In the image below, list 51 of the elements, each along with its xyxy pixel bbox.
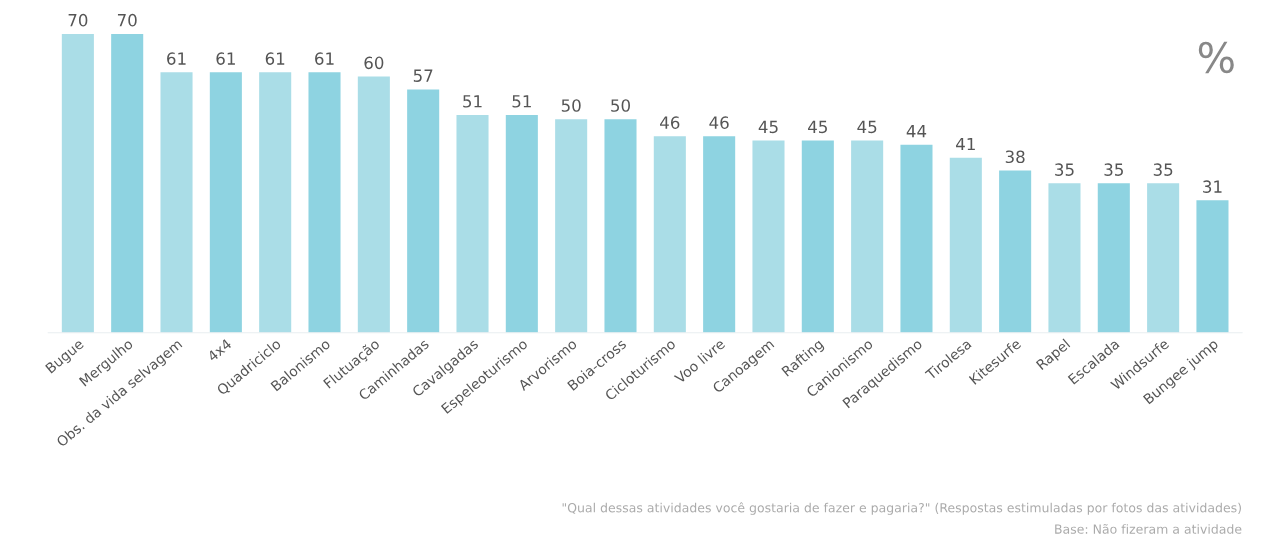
bar [752,140,785,333]
text: Base: Não fizeram a atividade [1055,523,1242,534]
bar [999,170,1032,333]
bar [555,119,588,333]
data-label: 45 [758,120,778,134]
data-label: 61 [167,52,186,65]
data-label: 35 [1153,163,1173,176]
data-label: 61 [315,52,334,65]
bar [703,136,736,333]
data-label: 51 [463,95,482,108]
data-label: 70 [117,13,137,27]
bar [1196,200,1229,333]
data-label: 50 [561,99,581,112]
bar [209,72,242,333]
data-label: 46 [660,116,680,129]
bar [801,140,834,333]
data-label: 51 [512,95,531,108]
data-label: 35 [1104,163,1123,176]
data-label: 70 [68,13,88,27]
text: "Qual dessas atividades você gostaria de fazer e pagaria?" (Respostas estimuladas por fotos das atividades) [562,502,1241,515]
bar [160,72,193,333]
bar [357,76,390,333]
data-label: 46 [709,116,729,129]
bar [1048,183,1081,333]
data-label: 41 [956,137,975,151]
data-label: 31 [1203,180,1222,193]
data-label: 60 [364,56,384,70]
data-label: 50 [611,99,630,112]
data-label: 45 [857,120,877,134]
data-label: 57 [413,69,433,82]
data-label: 35 [1055,163,1074,176]
data-label: 45 [808,120,827,134]
bar [61,33,94,333]
data-label: 61 [265,52,285,65]
bar [111,33,144,333]
y-axis-title: % [1198,41,1234,74]
bar [407,89,440,333]
bar [949,157,982,333]
bar [851,140,884,333]
bar [259,72,292,333]
bar [1147,183,1180,333]
bar [604,119,637,333]
bar [505,114,538,333]
bar [900,144,933,333]
bar [308,72,341,333]
bar [1097,183,1130,333]
bar [456,114,489,333]
data-label: 44 [906,125,927,138]
bar [653,136,686,333]
data-label: 61 [216,52,235,65]
data-label: 38 [1005,150,1025,164]
